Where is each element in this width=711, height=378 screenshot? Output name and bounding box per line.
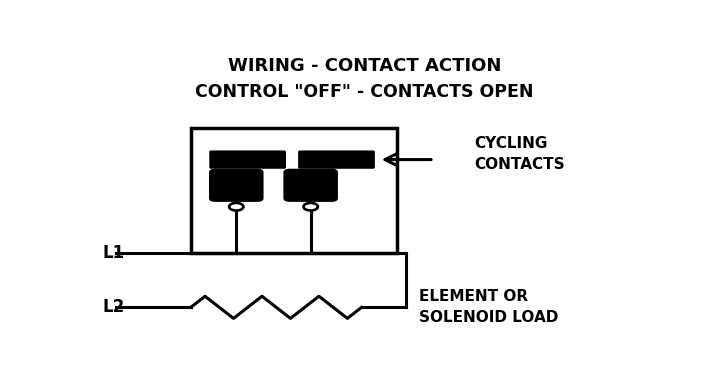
FancyBboxPatch shape: [209, 169, 264, 202]
Text: L1: L1: [102, 245, 124, 262]
FancyBboxPatch shape: [209, 150, 286, 169]
Text: WIRING - CONTACT ACTION: WIRING - CONTACT ACTION: [228, 57, 501, 75]
Text: L2: L2: [102, 298, 125, 316]
Circle shape: [229, 203, 243, 211]
FancyBboxPatch shape: [284, 169, 338, 202]
Circle shape: [304, 203, 318, 211]
Text: ELEMENT OR
SOLENOID LOAD: ELEMENT OR SOLENOID LOAD: [419, 289, 559, 325]
Text: CYCLING
CONTACTS: CYCLING CONTACTS: [475, 136, 565, 172]
FancyBboxPatch shape: [298, 150, 375, 169]
Text: CONTROL "OFF" - CONTACTS OPEN: CONTROL "OFF" - CONTACTS OPEN: [195, 83, 534, 101]
Bar: [191, 128, 397, 254]
